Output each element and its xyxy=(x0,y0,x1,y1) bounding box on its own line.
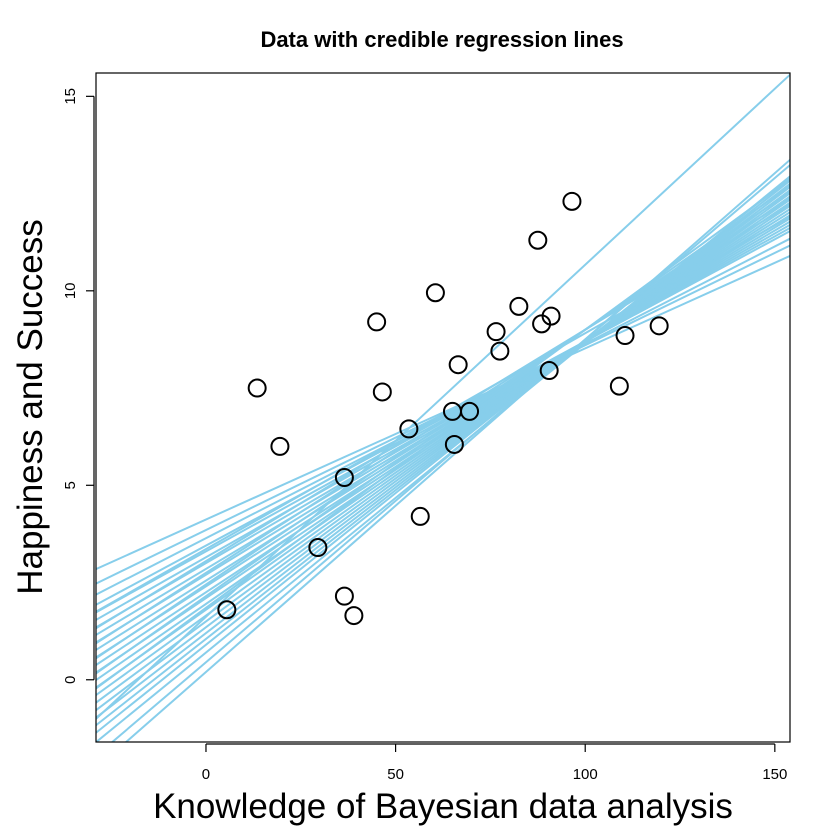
regression-line xyxy=(124,159,790,742)
data-point xyxy=(334,468,354,488)
regression-line xyxy=(96,189,790,704)
x-axis-label: Knowledge of Bayesian data analysis xyxy=(153,787,733,826)
data-point xyxy=(528,230,548,250)
regression-line xyxy=(96,230,790,606)
data-point xyxy=(270,436,290,456)
x-tick-label: 100 xyxy=(573,766,598,783)
data-point xyxy=(399,419,419,439)
x-tick-label: 50 xyxy=(387,766,404,783)
regression-line xyxy=(96,205,790,666)
regression-line xyxy=(96,178,790,690)
data-point xyxy=(410,506,430,526)
data-point xyxy=(367,312,387,332)
regression-line xyxy=(96,73,790,720)
regression-line xyxy=(96,255,790,571)
data-point xyxy=(448,355,468,375)
y-axis-label: Happiness and Success xyxy=(11,219,50,595)
data-point xyxy=(649,316,669,336)
data-point xyxy=(490,341,510,361)
data-point xyxy=(425,283,445,303)
regression-line xyxy=(96,185,790,675)
plot-frame xyxy=(95,72,791,743)
data-point xyxy=(444,434,464,454)
regression-line xyxy=(96,198,790,681)
data-point xyxy=(509,296,529,316)
regression-line xyxy=(96,186,790,711)
x-axis: 0 50 100 150 xyxy=(202,743,787,783)
data-point xyxy=(609,376,629,396)
data-point xyxy=(372,382,392,402)
regression-line xyxy=(96,201,790,674)
regression-line xyxy=(96,223,790,621)
x-tick-label: 150 xyxy=(762,766,787,783)
chart-title: Data with credible regression lines xyxy=(260,27,623,52)
y-tick-label: 10 xyxy=(62,282,79,299)
data-point xyxy=(344,606,364,626)
data-point xyxy=(460,401,480,421)
data-point xyxy=(247,378,267,398)
regression-line xyxy=(96,211,790,651)
data-points xyxy=(217,191,669,626)
data-point xyxy=(486,322,506,342)
data-point xyxy=(308,538,328,558)
data-point xyxy=(539,361,559,381)
y-tick-label: 15 xyxy=(62,88,79,105)
x-tick-label: 0 xyxy=(202,766,210,783)
data-point xyxy=(334,586,354,606)
regression-line xyxy=(96,217,790,636)
y-tick-label: 0 xyxy=(62,676,79,684)
y-tick-label: 5 xyxy=(62,481,79,489)
data-point xyxy=(541,306,561,326)
regression-line xyxy=(96,195,790,689)
data-point xyxy=(562,191,582,211)
regression-line xyxy=(110,164,790,742)
regression-line xyxy=(96,192,790,696)
regression-lines xyxy=(96,73,790,742)
regression-line xyxy=(96,183,790,719)
data-point xyxy=(615,326,635,346)
y-axis: 0 5 10 15 xyxy=(62,88,95,684)
data-point xyxy=(217,600,237,620)
